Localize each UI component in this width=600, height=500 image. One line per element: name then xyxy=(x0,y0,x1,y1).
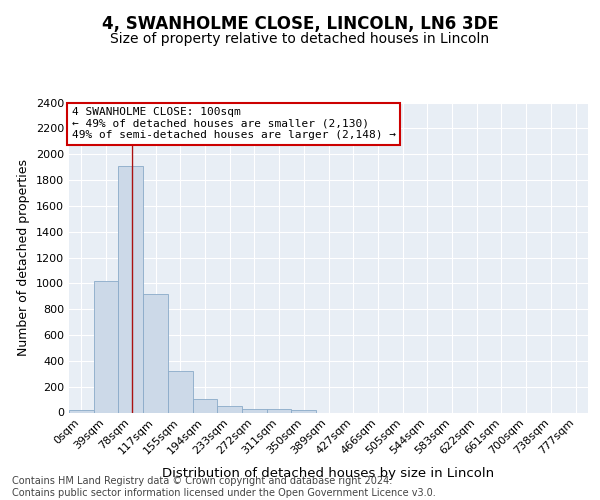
Bar xyxy=(94,281,118,412)
Bar xyxy=(69,410,94,412)
Text: 4 SWANHOLME CLOSE: 100sqm
← 49% of detached houses are smaller (2,130)
49% of se: 4 SWANHOLME CLOSE: 100sqm ← 49% of detac… xyxy=(71,107,395,140)
Bar xyxy=(292,410,316,412)
Bar xyxy=(267,410,292,412)
Bar xyxy=(193,399,217,412)
Bar xyxy=(168,371,193,412)
Text: 4, SWANHOLME CLOSE, LINCOLN, LN6 3DE: 4, SWANHOLME CLOSE, LINCOLN, LN6 3DE xyxy=(101,15,499,33)
Text: Size of property relative to detached houses in Lincoln: Size of property relative to detached ho… xyxy=(110,32,490,46)
X-axis label: Distribution of detached houses by size in Lincoln: Distribution of detached houses by size … xyxy=(163,468,494,480)
Y-axis label: Number of detached properties: Number of detached properties xyxy=(17,159,31,356)
Text: Contains HM Land Registry data © Crown copyright and database right 2024.
Contai: Contains HM Land Registry data © Crown c… xyxy=(12,476,436,498)
Bar xyxy=(217,406,242,412)
Bar xyxy=(118,166,143,412)
Bar xyxy=(242,408,267,412)
Bar xyxy=(143,294,168,412)
